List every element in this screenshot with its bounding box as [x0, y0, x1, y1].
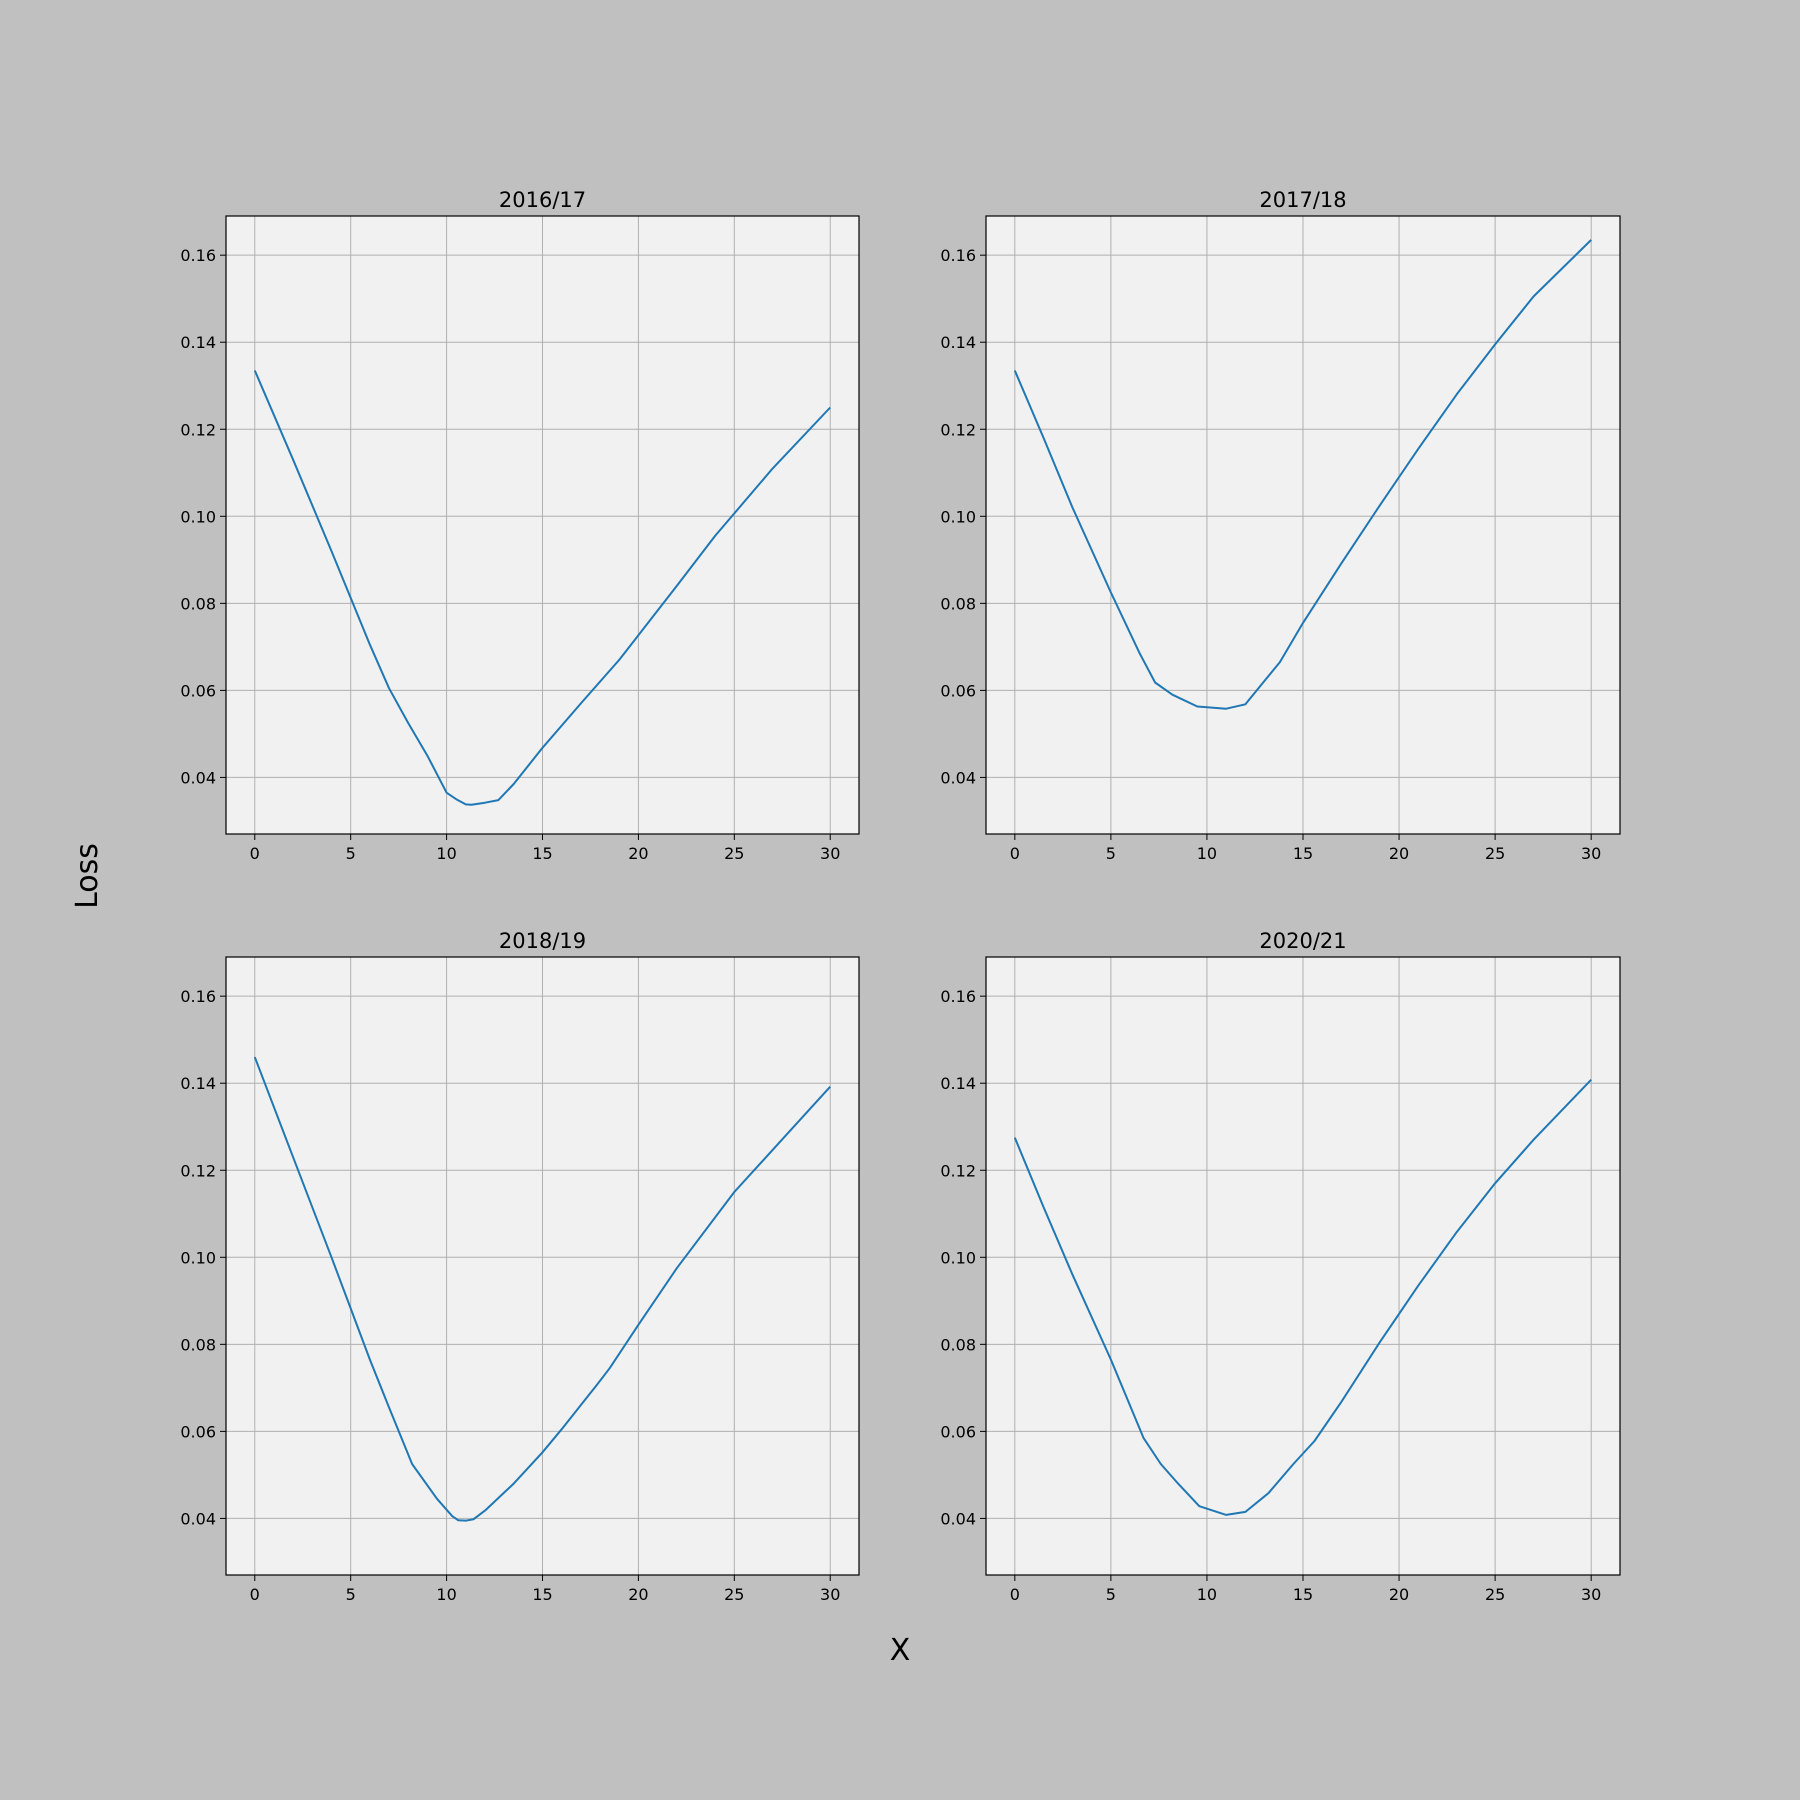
y-tick-label: 0.06 — [940, 681, 976, 700]
subplot-4: 0 5 10 15 20 25 30 0.04 0.06 0.08 0.10 0.12 0.14 0.16… — [940, 929, 1621, 1604]
figure-xlabel: X — [890, 1633, 911, 1668]
series-line — [253, 370, 831, 806]
y-tick-label: 0.06 — [180, 681, 216, 700]
x-tick-label: 20 — [1389, 844, 1409, 863]
x-tick-label: 30 — [820, 844, 840, 863]
y-tick-label: 0.04 — [940, 768, 976, 787]
x-tick-label: 25 — [724, 1585, 744, 1604]
x-tick-label: 20 — [628, 844, 648, 863]
x-tick-label: 20 — [1389, 1585, 1409, 1604]
y-tick-label: 0.14 — [180, 1074, 216, 1093]
x-tick-label: 0 — [250, 1585, 260, 1604]
y-tick-label: 0.16 — [940, 246, 976, 265]
x-tick-label: 10 — [1197, 844, 1217, 863]
subplot-2: 0 5 10 15 20 25 30 0.04 0.06 0.08 0.10 0.12 0.14 0.16… — [940, 188, 1621, 863]
x-tick-label: 15 — [532, 844, 552, 863]
x-tick-label: 25 — [724, 844, 744, 863]
y-tick-label: 0.10 — [940, 1248, 976, 1267]
y-tick-label: 0.04 — [180, 768, 216, 787]
x-tick-label: 30 — [820, 1585, 840, 1604]
y-tick-label: 0.14 — [940, 1074, 976, 1093]
x-tick-label: 30 — [1581, 844, 1601, 863]
x-tick-label: 10 — [436, 844, 456, 863]
series-line — [1013, 239, 1592, 710]
y-tick-label: 0.08 — [940, 1335, 976, 1354]
x-tick-label: 15 — [1293, 1585, 1313, 1604]
x-tick-label: 5 — [1106, 1585, 1116, 1604]
x-tick-label: 5 — [346, 844, 356, 863]
x-tick-label: 15 — [532, 1585, 552, 1604]
y-tick-label: 0.12 — [180, 420, 216, 439]
subplot-title: 2020/21 — [1259, 929, 1346, 953]
x-tick-label: 30 — [1581, 1585, 1601, 1604]
y-tick-label: 0.04 — [940, 1509, 976, 1528]
y-tick-label: 0.06 — [940, 1422, 976, 1441]
x-tick-label: 25 — [1485, 844, 1505, 863]
subplot-title: 2017/18 — [1259, 188, 1346, 212]
subplot-3: 0 5 10 15 20 25 30 0.04 0.06 0.08 0.10 0.12 0.14 0.16… — [180, 929, 860, 1604]
y-tick-label: 0.08 — [940, 594, 976, 613]
y-tick-label: 0.10 — [180, 1248, 216, 1267]
subplot-1: 0 5 10 15 20 25 30 0.04 0.06 0.08 0.10 0.12 0.14 0.16… — [180, 188, 860, 863]
x-tick-label: 10 — [1197, 1585, 1217, 1604]
series-line — [1013, 1079, 1592, 1516]
y-tick-label: 0.10 — [180, 507, 216, 526]
x-tick-label: 0 — [250, 844, 260, 863]
subplot-title: 2016/17 — [499, 188, 586, 212]
y-tick-label: 0.12 — [940, 420, 976, 439]
y-tick-label: 0.12 — [940, 1161, 976, 1180]
y-tick-label: 0.16 — [180, 987, 216, 1006]
y-tick-label: 0.16 — [940, 987, 976, 1006]
x-tick-label: 20 — [628, 1585, 648, 1604]
y-tick-label: 0.16 — [180, 246, 216, 265]
y-tick-label: 0.08 — [180, 594, 216, 613]
y-tick-label: 0.14 — [180, 333, 216, 352]
series-line — [253, 1056, 831, 1522]
y-tick-label: 0.12 — [180, 1161, 216, 1180]
x-tick-label: 10 — [436, 1585, 456, 1604]
figure-ylabel: Loss — [70, 843, 105, 909]
y-tick-label: 0.10 — [940, 507, 976, 526]
x-tick-label: 0 — [1010, 1585, 1020, 1604]
x-tick-label: 15 — [1293, 844, 1313, 863]
y-tick-label: 0.04 — [180, 1509, 216, 1528]
y-tick-label: 0.06 — [180, 1422, 216, 1441]
x-tick-label: 5 — [1106, 844, 1116, 863]
subplot-title: 2018/19 — [499, 929, 586, 953]
subplots: 0 5 10 15 20 25 30 0.04 0.06 0.08 0.10 0.12 0.14 0.16… — [180, 188, 1621, 1604]
y-tick-label: 0.14 — [940, 333, 976, 352]
y-tick-label: 0.08 — [180, 1335, 216, 1354]
x-tick-label: 0 — [1010, 844, 1020, 863]
x-tick-label: 5 — [346, 1585, 356, 1604]
x-tick-label: 25 — [1485, 1585, 1505, 1604]
